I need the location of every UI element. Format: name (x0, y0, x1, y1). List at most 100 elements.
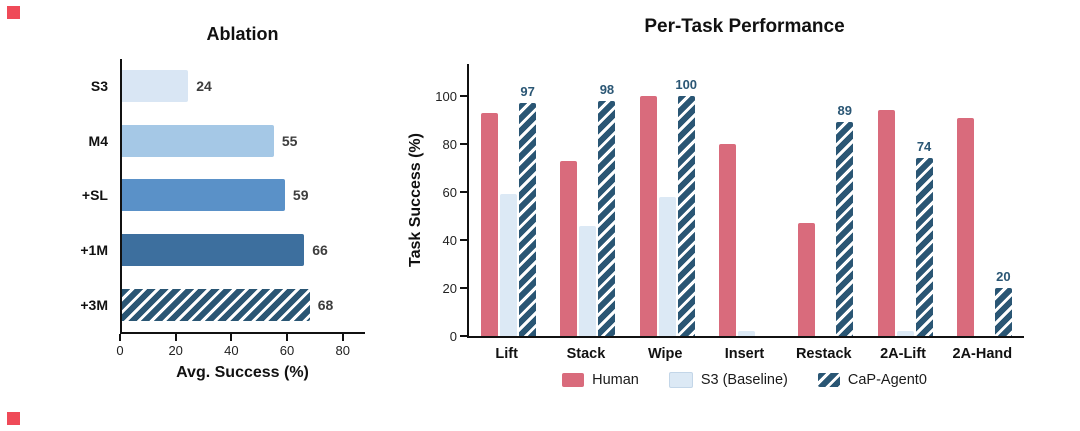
bar-group-2a-hand: 20 (945, 64, 1024, 336)
ablation-x-tick-label: 40 (224, 343, 239, 358)
per-task-y-tick-label: 0 (449, 329, 457, 344)
per-task-groups: 97 98 100 89 74 20 (469, 64, 1024, 336)
per-task-chart: Per-Task Performance Task Success (%) 0 2… (405, 16, 1065, 388)
per-task-category-labels: Lift Stack Wipe Insert Restack 2A-Lift 2A-Hand (467, 346, 1022, 362)
per-task-plot-wrap: 0 20 40 60 80 100 97 98 100 89 74 20 Lift Stack Wipe I… (427, 64, 1024, 362)
legend-swatch (817, 373, 840, 387)
per-task-y-tick-label: 40 (442, 233, 457, 248)
bar-s3-baseline- (658, 196, 676, 336)
ablation-plot-area: S3 24 M4 55 +SL 59 +1M 66 +3M 68 0 20 40 60 80 (60, 59, 400, 360)
ablation-value-label: 68 (317, 296, 334, 313)
ablation-chart: Ablation S3 24 M4 55 +SL 59 +1M 66 +3M 68 0 20 40 60… (60, 24, 400, 382)
bar-human (481, 112, 499, 336)
ablation-bar: 59 (122, 179, 308, 212)
per-task-category-label: Lift (495, 346, 518, 362)
ablation-value-label: 55 (281, 132, 298, 149)
ablation-bar: 68 (122, 288, 333, 321)
bar-s3-baseline- (579, 225, 597, 336)
legend-label: S3 (Baseline) (700, 372, 788, 388)
ablation-bar-row: +3M 68 (80, 277, 365, 332)
bar-value-label: 97 (520, 84, 535, 100)
bar-human (956, 117, 974, 336)
ablation-x-tick-mark (286, 334, 289, 341)
per-task-category-label: 2A-Hand (952, 346, 1013, 362)
bar-group-wipe: 100 (628, 64, 707, 336)
bar-cap-agent0: 89 (836, 103, 854, 336)
bar-human (718, 144, 736, 336)
legend-label: Human (592, 372, 639, 388)
per-task-y-tick-mark (460, 191, 467, 193)
per-task-y-tick-mark (460, 335, 467, 337)
legend-item-human: Human (562, 372, 639, 388)
bar-value-label: 100 (675, 77, 698, 92)
ablation-x-tick-label: 80 (335, 343, 350, 358)
ablation-x-axis-label: Avg. Success (%) (176, 364, 309, 381)
bar-value-label: 74 (916, 139, 932, 155)
bar-group-restack: 89 (786, 64, 865, 336)
ablation-value-label: 24 (196, 78, 212, 95)
per-task-y-tick-label: 80 (442, 137, 457, 152)
per-task-category-label: Insert (724, 346, 765, 362)
ablation-category-label: +SL (81, 187, 108, 204)
per-task-y-tick-label: 60 (442, 185, 457, 200)
legend: Human S3 (Baseline) CaP-Agent0 (467, 372, 1022, 388)
ablation-bar: 66 (122, 234, 328, 267)
per-task-y-tick-mark (460, 95, 467, 97)
bar-value-label: 20 (996, 269, 1011, 284)
ablation-bar-row: S3 24 (91, 59, 365, 114)
bar-s3-baseline- (500, 194, 518, 336)
bar-human (798, 223, 816, 336)
ablation-x-tick-mark (119, 334, 121, 341)
ablation-x-tick-label: 20 (168, 343, 183, 358)
ablation-category-label: S3 (90, 78, 108, 95)
ablation-bar: 24 (122, 70, 212, 103)
bar-cap-agent0: 74 (915, 139, 933, 336)
per-task-category-label: Restack (795, 346, 852, 362)
ablation-x-tick-label: 60 (279, 343, 295, 358)
legend-label: CaP-Agent0 (847, 372, 927, 388)
legend-swatch (562, 373, 585, 387)
bar-value-label: 89 (837, 103, 852, 119)
per-task-plot-area: 0 20 40 60 80 100 97 98 100 89 74 20 (435, 64, 1024, 344)
bar-group-2a-lift: 74 (865, 64, 944, 336)
bar-value-label: 98 (599, 81, 615, 97)
per-task-y-tick-label: 100 (435, 89, 457, 104)
bar-human (877, 110, 895, 336)
ablation-bar-row: +1M 66 (80, 223, 365, 278)
ablation-title: Ablation (206, 24, 279, 44)
red-corner-marker-bottom (7, 412, 20, 425)
legend-swatch (668, 372, 693, 388)
red-corner-marker-top (7, 6, 20, 19)
per-task-category-label: Wipe (647, 346, 683, 362)
ablation-bar-row: M4 55 (89, 114, 365, 169)
per-task-title: Per-Task Performance (644, 16, 845, 37)
ablation-category-label: +3M (80, 296, 108, 313)
ablation-category-label: +1M (80, 242, 108, 259)
bar-cap-agent0: 100 (675, 77, 697, 336)
ablation-value-label: 59 (292, 187, 309, 204)
legend-item-s3-baseline-: S3 (Baseline) (668, 372, 788, 388)
bar-human (639, 96, 657, 336)
legend-item-cap-agent0: CaP-Agent0 (817, 372, 927, 388)
per-task-category-label: Stack (566, 346, 606, 362)
bar-s3-baseline- (896, 331, 914, 336)
per-task-category-label: 2A-Lift (880, 346, 926, 362)
bar-s3-baseline- (737, 331, 755, 336)
per-task-body: Task Success (%) 0 20 40 60 80 100 97 98 100 89 74… (405, 64, 1065, 362)
bar-cap-agent0: 98 (598, 82, 616, 336)
bar-group-lift: 97 (469, 64, 548, 336)
bar-group-stack: 98 (548, 64, 627, 336)
ablation-bar-row: +SL 59 (82, 168, 365, 223)
ablation-x-tick-label: 0 (116, 343, 124, 358)
ablation-x-axis: 0 20 40 60 80 (116, 334, 365, 360)
ablation-value-label: 66 (312, 242, 328, 259)
per-task-y-tick-mark (460, 239, 467, 241)
bar-group-insert (707, 64, 786, 336)
per-task-y-tick-mark (460, 143, 467, 145)
bar-cap-agent0: 97 (519, 84, 537, 336)
per-task-y-tick-mark (460, 287, 467, 289)
ablation-x-tick-mark (174, 334, 177, 341)
ablation-bars: S3 24 M4 55 +SL 59 +1M 66 +3M 68 (80, 59, 365, 334)
per-task-y-axis-label: Task Success (%) (407, 133, 424, 267)
